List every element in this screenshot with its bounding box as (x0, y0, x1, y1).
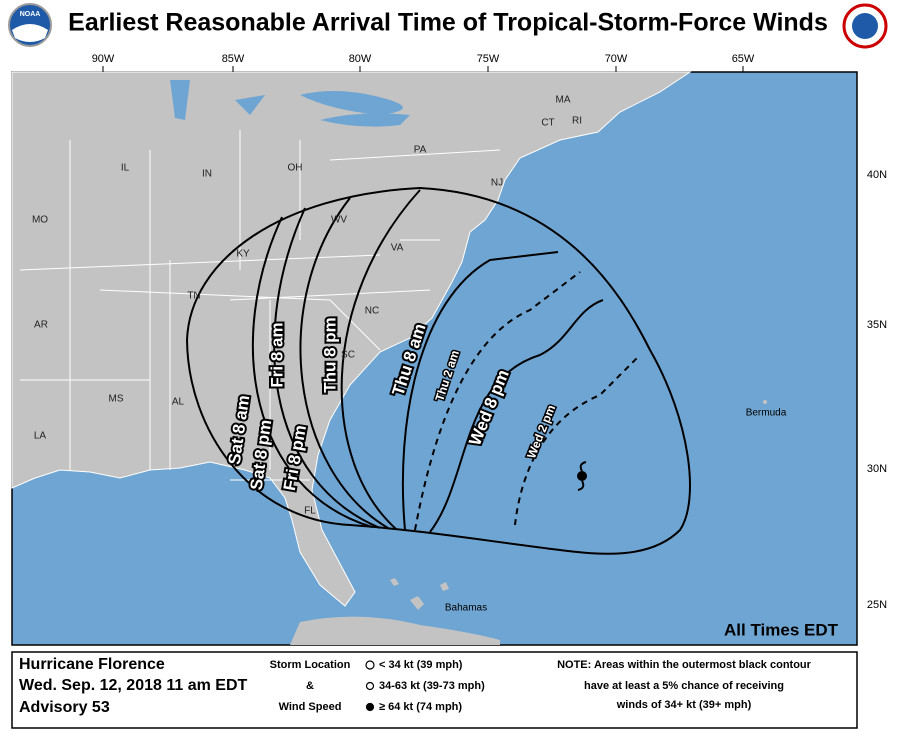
cuba (290, 616, 500, 645)
region-label: MA (556, 95, 571, 106)
region-label: AL (172, 397, 185, 408)
storm-info: Wed. Sep. 12, 2018 11 am EDT (19, 677, 247, 694)
region-label: KY (236, 249, 250, 260)
lon-label: 90W (92, 53, 115, 65)
contour-label: Fri 8 am (267, 322, 286, 387)
region-label: VA (391, 243, 404, 254)
lon-label: 70W (605, 53, 628, 65)
region-label: MS (109, 394, 124, 405)
region-label: IL (121, 163, 130, 174)
region-label: RI (572, 116, 582, 127)
legend-item: < 34 kt (39 mph) (379, 659, 463, 671)
times-note: All Times EDT (724, 620, 839, 639)
lat-label: 40N (867, 169, 887, 181)
lon-label: 75W (477, 53, 500, 65)
region-label: WV (331, 215, 347, 226)
region-label: NJ (491, 178, 503, 189)
storm-symbol (577, 461, 587, 491)
contour (429, 299, 604, 533)
lon-label: 80W (349, 53, 372, 65)
contour-dashed (514, 354, 641, 526)
bermuda-island (763, 400, 767, 404)
outer-contour (185, 186, 691, 555)
region-label: CT (541, 118, 554, 129)
contour (273, 207, 381, 529)
land (11, 71, 692, 607)
title: Earliest Reasonable Arrival Time of Trop… (68, 9, 828, 37)
region-label: PA (414, 145, 427, 156)
contour (401, 251, 559, 531)
place-label: Bermuda (746, 408, 787, 419)
region-label: NC (365, 306, 379, 317)
region-label: SC (341, 350, 355, 361)
region-label: MO (32, 215, 48, 226)
legend-title: & (306, 680, 314, 692)
storm-arms (577, 461, 587, 491)
footer-box (11, 651, 858, 729)
lon-label: 65W (732, 53, 755, 65)
noaa-logo-wave (12, 24, 48, 42)
note-line: have at least a 5% chance of receiving (584, 680, 784, 692)
great-lakes (170, 80, 410, 127)
region-label: FL (304, 506, 316, 517)
region-label: IN (202, 169, 212, 180)
bahamas-islands (390, 578, 449, 610)
lat-label: 25N (867, 599, 887, 611)
region-label: AR (34, 320, 48, 331)
lon-label: 85W (222, 53, 245, 65)
contours (185, 186, 691, 555)
contour (299, 197, 389, 529)
contour (340, 189, 421, 530)
note-line: winds of 34+ kt (39+ mph) (616, 699, 752, 711)
storm-center (577, 471, 587, 481)
contour-dashed (414, 271, 581, 531)
legend-title: Storm Location (270, 659, 351, 671)
contour-label: Thu 8 pm (320, 317, 339, 393)
footer: Hurricane Florence Wed. Sep. 12, 2018 11 … (19, 656, 812, 716)
contour (251, 216, 373, 528)
nws-logo-inner (852, 13, 878, 39)
region-label: OH (288, 163, 303, 174)
place-label: Bahamas (445, 603, 487, 614)
legend-item: ≥ 64 kt (74 mph) (379, 701, 462, 713)
region-label: LA (34, 431, 47, 442)
state-borders (19, 130, 501, 481)
legend-title: Wind Speed (279, 701, 342, 713)
lat-label: 30N (867, 463, 887, 475)
legend-symbol (365, 660, 375, 670)
region-label: TN (187, 291, 200, 302)
map: All Times EDT MA CT RI PA NJ IL IN OH WV MO KY VA TN… (11, 71, 858, 646)
storm-info: Hurricane Florence (19, 656, 165, 673)
legend-item: 34-63 kt (39-73 mph) (379, 680, 485, 692)
legend-symbol (365, 681, 375, 691)
logo-text: NOAA (20, 11, 41, 18)
lat-label: 35N (867, 319, 887, 331)
legend-symbol (365, 702, 375, 712)
storm-info: Advisory 53 (19, 699, 110, 716)
note-line: NOTE: Areas within the outermost black c… (557, 659, 812, 671)
